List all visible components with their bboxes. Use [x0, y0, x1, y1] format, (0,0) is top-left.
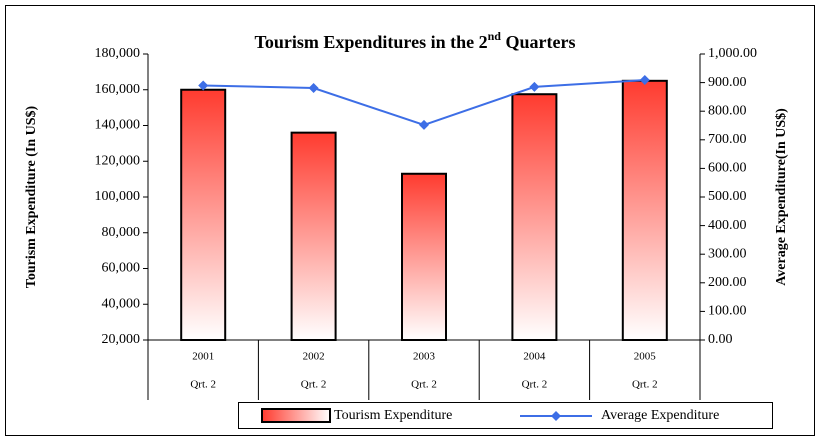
x-tick-sublabel: Qrt. 2: [632, 379, 658, 391]
line-marker: [308, 83, 319, 94]
bar: [621, 79, 668, 341]
y2-tick-label: 700.00: [708, 132, 747, 147]
line-marker: [198, 80, 209, 91]
legend-label: Average Expenditure: [601, 408, 719, 423]
y2-tick-label: 500.00: [708, 189, 747, 204]
x-tick-label: 2002: [303, 351, 325, 363]
x-tick-label: 2003: [413, 351, 436, 363]
y-tick-label: 100,000: [95, 189, 141, 204]
x-tick-sublabel: Qrt. 2: [522, 379, 548, 391]
y2-tick-label: 400.00: [708, 218, 747, 233]
title-text: Tourism Expenditures in the 2: [255, 32, 488, 52]
bar: [511, 93, 558, 341]
title-superscript: nd: [488, 29, 502, 43]
y-tick-label: 20,000: [102, 332, 141, 347]
x-tick-sublabel: Qrt. 2: [411, 379, 437, 391]
y2-tick-label: 900.00: [708, 75, 747, 90]
line-marker: [529, 81, 540, 92]
x-tick-sublabel: Qrt. 2: [190, 379, 216, 391]
y2-tick-label: 600.00: [708, 161, 747, 176]
y-tick-label: 160,000: [95, 82, 141, 97]
y2-axis-title: Average Expenditure(In US$): [774, 108, 789, 286]
bar: [401, 172, 447, 341]
legend-swatch: [261, 408, 331, 423]
x-tick-label: 2001: [192, 351, 214, 363]
x-tick-label: 2005: [634, 351, 657, 363]
x-tick-label: 2004: [523, 351, 546, 363]
bar: [290, 131, 337, 341]
title-text: Quarters: [501, 32, 575, 52]
y-tick-label: 80,000: [102, 225, 141, 240]
line-marker: [639, 75, 650, 86]
chart-title: Tourism Expenditures in the 2nd Quarters: [255, 29, 576, 52]
y-tick-label: 180,000: [95, 46, 141, 61]
line-marker: [419, 119, 429, 130]
bar: [180, 88, 227, 341]
y2-tick-label: 1,000.00: [708, 46, 757, 61]
y2-tick-label: 0.00: [708, 332, 733, 347]
legend-label: Tourism Expenditure: [334, 408, 452, 423]
y2-tick-label: 300.00: [708, 246, 747, 261]
y-tick-label: 40,000: [102, 296, 141, 311]
y2-tick-label: 200.00: [708, 275, 747, 290]
x-tick-sublabel: Qrt. 2: [301, 379, 327, 391]
y-tick-label: 140,000: [95, 118, 141, 133]
y-tick-label: 120,000: [95, 153, 141, 168]
y-tick-label: 60,000: [102, 261, 141, 276]
y2-tick-label: 100.00: [708, 304, 747, 319]
legend-marker: [551, 411, 561, 421]
y2-tick-label: 800.00: [708, 103, 747, 118]
y-axis-title: Tourism Expenditure (In US$): [24, 105, 39, 288]
